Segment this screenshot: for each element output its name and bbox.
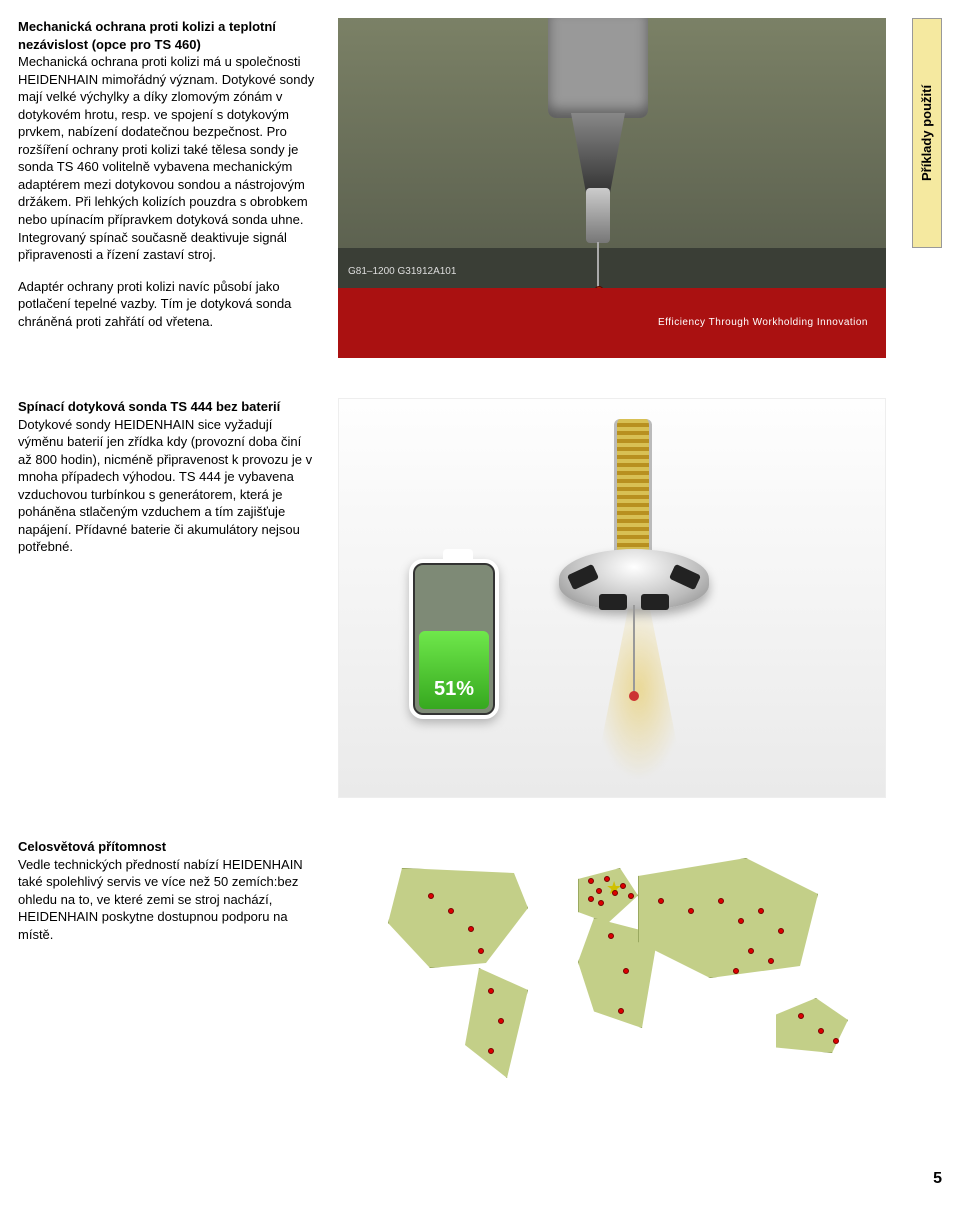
map-location-dot xyxy=(428,893,434,899)
air-cone xyxy=(594,599,684,779)
section-battery: Spínací dotyková sonda TS 444 bez bateri… xyxy=(18,398,942,798)
map-location-dot xyxy=(688,908,694,914)
map-location-dot xyxy=(658,898,664,904)
section2-para: Spínací dotyková sonda TS 444 bez bateri… xyxy=(18,398,318,556)
continent-as xyxy=(638,858,818,978)
spacer-col xyxy=(906,398,942,798)
map-location-dot xyxy=(618,1008,624,1014)
turbine-pad xyxy=(641,594,669,610)
map-location-dot xyxy=(488,1048,494,1054)
spindle-housing xyxy=(548,18,648,118)
side-tab: Příklady použití xyxy=(912,18,942,248)
continent-au xyxy=(768,998,848,1053)
section3-heading: Celosvětová přítomnost xyxy=(18,839,166,854)
map-location-dot xyxy=(733,968,739,974)
photo-red-strip: Efficiency Through Workholding Innovatio… xyxy=(338,288,886,358)
continent-sa xyxy=(458,968,528,1078)
map-location-dot xyxy=(818,1028,824,1034)
map-location-dot xyxy=(468,926,474,932)
world-map: ★ xyxy=(338,838,942,1108)
continent-na xyxy=(388,868,528,968)
turbine-assembly xyxy=(559,419,709,619)
section1-image: G81–1200 G31912A101 Efficiency Through W… xyxy=(338,18,886,358)
turbine-render: 51% xyxy=(338,398,886,798)
map-location-dot xyxy=(798,1013,804,1019)
section1-para1: Mechanická ochrana proti kolizi a teplot… xyxy=(18,18,318,264)
photo-overlay-right: Efficiency Through Workholding Innovatio… xyxy=(658,316,868,330)
battery-icon: 51% xyxy=(409,559,499,719)
spindle-taper xyxy=(568,113,628,193)
section3-body: Vedle technických předností nabízí HEIDE… xyxy=(18,857,303,942)
map-location-dot xyxy=(758,908,764,914)
map-location-dot xyxy=(778,928,784,934)
section-worldwide: Celosvětová přítomnost Vedle technických… xyxy=(18,838,942,1108)
map-location-dot xyxy=(608,933,614,939)
section2-image: 51% xyxy=(338,398,886,798)
map-location-dot xyxy=(748,948,754,954)
map-location-dot xyxy=(596,888,602,894)
section-collision: Mechanická ochrana proti kolizi a teplot… xyxy=(18,18,942,358)
section1-body1: Mechanická ochrana proti kolizi má u spo… xyxy=(18,54,314,262)
section3-para: Celosvětová přítomnost Vedle technických… xyxy=(18,838,318,943)
section2-body: Dotykové sondy HEIDENHAIN sice vyžadují … xyxy=(18,417,312,555)
probe-body xyxy=(586,188,610,243)
probe-stylus xyxy=(597,242,599,290)
map-location-dot xyxy=(588,878,594,884)
map-location-dot xyxy=(738,918,744,924)
map-location-dot xyxy=(768,958,774,964)
section2-heading: Spínací dotyková sonda TS 444 bez bateri… xyxy=(18,399,280,414)
map-location-dot xyxy=(498,1018,504,1024)
section2-text: Spínací dotyková sonda TS 444 bez bateri… xyxy=(18,398,318,798)
map-location-dot xyxy=(604,876,610,882)
map-location-dot xyxy=(478,948,484,954)
map-location-dot xyxy=(833,1038,839,1044)
photo-overlay-left: G81–1200 G31912A101 xyxy=(348,265,456,279)
spindle-assembly xyxy=(498,18,698,288)
section3-text: Celosvětová přítomnost Vedle technických… xyxy=(18,838,318,1108)
turbine-stylus xyxy=(633,605,635,695)
section1-heading: Mechanická ochrana proti kolizi a teplot… xyxy=(18,19,276,52)
map-location-dot xyxy=(448,908,454,914)
map-location-dot xyxy=(718,898,724,904)
battery-label: 51% xyxy=(413,676,495,703)
turbine-pad xyxy=(599,594,627,610)
map-location-dot xyxy=(588,896,594,902)
page-number: 5 xyxy=(18,1168,942,1190)
map-location-dot xyxy=(598,900,604,906)
map-location-dot xyxy=(612,890,618,896)
map-location-dot xyxy=(628,893,634,899)
map-location-dot xyxy=(623,968,629,974)
side-tab-col: Příklady použití xyxy=(906,18,942,358)
map-location-dot xyxy=(620,883,626,889)
section1-text: Mechanická ochrana proti kolizi a teplot… xyxy=(18,18,318,358)
map-location-dot xyxy=(488,988,494,994)
turbine-shaft xyxy=(614,419,652,559)
section1-body2: Adaptér ochrany proti kolizi navíc působ… xyxy=(18,278,318,331)
probe-photo: G81–1200 G31912A101 Efficiency Through W… xyxy=(338,18,886,358)
